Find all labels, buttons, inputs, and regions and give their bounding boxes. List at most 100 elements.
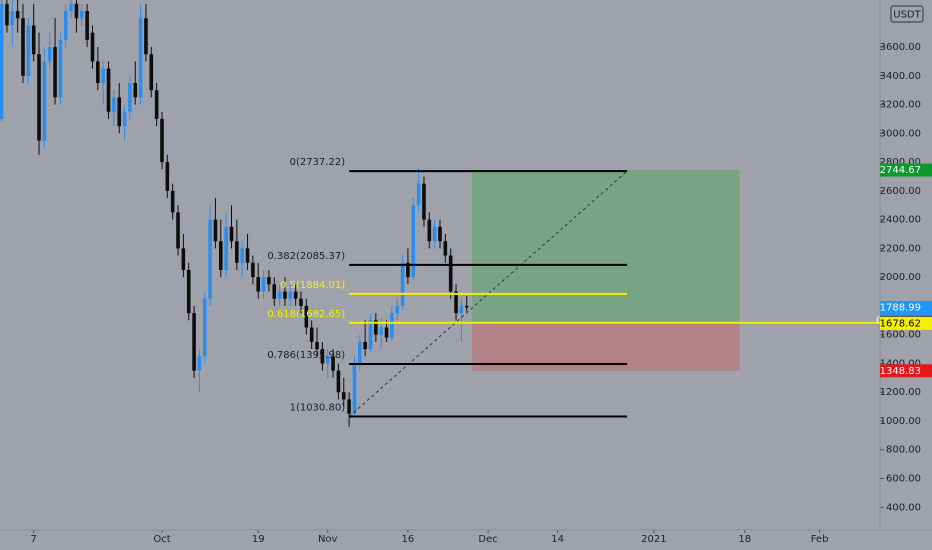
- candle-body: [438, 226, 442, 242]
- y-tick-label: 3600.00: [880, 42, 921, 53]
- candle-body: [379, 327, 383, 335]
- candle-body: [325, 356, 330, 364]
- price-tag-label: 1348.83: [880, 366, 921, 377]
- candle-body: [384, 327, 389, 338]
- candle-body: [283, 291, 287, 299]
- price-tag: [880, 163, 932, 177]
- candle-body: [309, 327, 314, 342]
- x-tick-label: 7: [30, 534, 36, 545]
- candle-body: [368, 320, 373, 350]
- candle-body: [101, 68, 105, 83]
- fib-label: 0(2737.22): [290, 157, 346, 168]
- candle-body: [432, 226, 437, 242]
- candle-body: [293, 291, 298, 299]
- price-tag: [880, 316, 932, 330]
- x-tick-label: 16: [402, 534, 415, 545]
- fib-label: 0.5(1884.01): [280, 280, 345, 291]
- loss-zone: [472, 323, 740, 371]
- candle-body: [229, 226, 234, 242]
- fib-trend: [348, 170, 628, 417]
- price-tag-label: 2744.67: [880, 165, 921, 176]
- candle-body: [47, 47, 52, 62]
- x-tick-label: 2021: [641, 534, 666, 545]
- candle-body: [299, 298, 303, 306]
- candle-body: [219, 241, 223, 270]
- candle-body: [341, 392, 346, 400]
- x-tick-label: Oct: [153, 534, 170, 545]
- y-tick-label: 2400.00: [880, 215, 921, 226]
- candle-body: [459, 305, 464, 314]
- candle-body: [464, 305, 469, 308]
- candle-body: [422, 183, 426, 220]
- candle-body: [63, 11, 68, 40]
- candle-body: [267, 277, 271, 285]
- profit-zone: [472, 170, 740, 324]
- candle-body: [74, 3, 79, 19]
- y-tick-label: 2800.00: [880, 157, 921, 168]
- y-tick-label: 1600.00: [880, 330, 921, 341]
- candle-body: [112, 97, 116, 112]
- candle-body: [133, 82, 138, 98]
- candle-body: [395, 305, 400, 314]
- candle-body: [21, 18, 25, 76]
- candle-body: [170, 190, 175, 213]
- candle-body: [352, 363, 357, 414]
- candle-body: [79, 11, 84, 19]
- candle-body: [5, 3, 9, 26]
- y-tick-label: 2600.00: [880, 186, 921, 197]
- candle-body: [272, 284, 277, 299]
- candle-body: [443, 241, 448, 256]
- price-tag: [880, 364, 932, 378]
- candle-body: [53, 47, 57, 98]
- y-tick-label: 800.00: [886, 445, 921, 456]
- candle-body: [240, 248, 244, 263]
- y-tick-label: 1400.00: [880, 358, 921, 369]
- candle-body: [149, 54, 154, 91]
- currency[interactable]: USDT: [893, 10, 921, 21]
- x-tick-label: Feb: [811, 534, 829, 545]
- x-tick-label: 18: [738, 534, 751, 545]
- candle-body: [138, 18, 143, 98]
- candle-body: [58, 39, 63, 98]
- fib-label: 1(1030.80): [290, 403, 346, 414]
- candle-body: [336, 370, 341, 393]
- candle-body: [245, 248, 250, 263]
- candle-body: [15, 11, 20, 19]
- candle-body: [448, 255, 453, 292]
- y-tick-label: 600.00: [886, 474, 921, 485]
- candle-body: [454, 291, 458, 314]
- candle-body: [261, 277, 266, 292]
- x-tick-label: 14: [551, 534, 564, 545]
- candle-body: [117, 97, 122, 127]
- y-tick-label: 1200.00: [880, 387, 921, 398]
- candle-body: [347, 399, 351, 414]
- candle-body: [42, 61, 47, 141]
- candle-body: [390, 313, 394, 338]
- candle-body: [277, 291, 282, 299]
- candle-body: [106, 68, 111, 112]
- candle-body: [315, 341, 319, 350]
- candle-body: [181, 248, 186, 270]
- candle-body: [122, 111, 127, 127]
- candle-body: [320, 349, 325, 364]
- y-tick-label: 3200.00: [880, 100, 921, 111]
- candle-body: [288, 291, 293, 299]
- y-tick-label: 3400.00: [880, 71, 921, 82]
- candle-body: [224, 226, 228, 270]
- candle-body: [411, 205, 416, 278]
- y-tick-label: 3000.00: [880, 128, 921, 139]
- candle-body: [85, 11, 89, 40]
- y-tick-label: 1000.00: [880, 416, 921, 427]
- x-tick-label: Dec: [478, 534, 497, 545]
- candle-body: [208, 219, 212, 299]
- candle-body: [427, 219, 432, 242]
- candle-body: [256, 277, 261, 292]
- fib-label: 0.618(1682.65): [267, 309, 345, 320]
- fib-label: 0.786(1395.98): [267, 350, 345, 361]
- fib-label: 0.382(2085.37): [267, 251, 345, 262]
- candle-body: [0, 3, 4, 119]
- candle-body: [197, 356, 202, 371]
- price-tag-label: 1678.62: [880, 318, 921, 329]
- currency-box[interactable]: [890, 5, 924, 23]
